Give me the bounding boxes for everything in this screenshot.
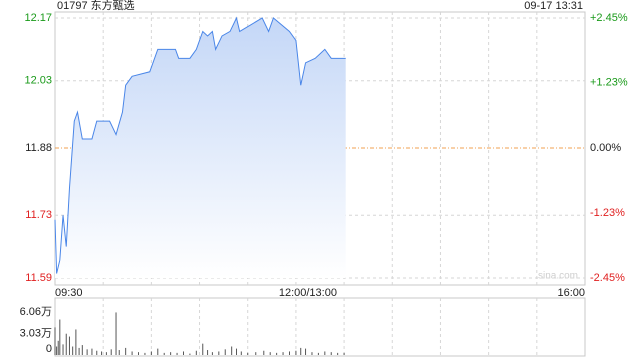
x-tick-label: 09:30 [55, 287, 83, 299]
y2-tick-label: -1.23% [590, 207, 625, 219]
y-tick-label: 6.06万 [20, 306, 52, 318]
price-area [55, 18, 346, 278]
y-tick-label: 11.88 [25, 142, 52, 154]
volume-frame [54, 297, 586, 357]
y-tick-label: 11.59 [25, 272, 52, 284]
timestamp: 09-17 13:31 [524, 0, 583, 12]
y-tick-label: 12.03 [24, 75, 52, 87]
y-tick-label: 3.03万 [20, 327, 52, 339]
watermark: sina.com [538, 271, 578, 282]
x-tick-label: 12:00/13:00 [279, 287, 337, 299]
y2-tick-label: +1.23% [590, 77, 628, 89]
y2-tick-label: -2.45% [590, 272, 625, 284]
title: 01797 东方甄选 [57, 0, 135, 12]
y-tick-label: 11.73 [25, 209, 52, 221]
price-line [54, 16, 346, 274]
y-tick-label: 12.17 [24, 12, 52, 24]
y-tick-label: 0 [46, 343, 52, 355]
y2-tick-label: 0.00% [590, 142, 621, 154]
x-tick-label: 16:00 [557, 287, 585, 299]
y2-tick-label: +2.45% [590, 12, 628, 24]
